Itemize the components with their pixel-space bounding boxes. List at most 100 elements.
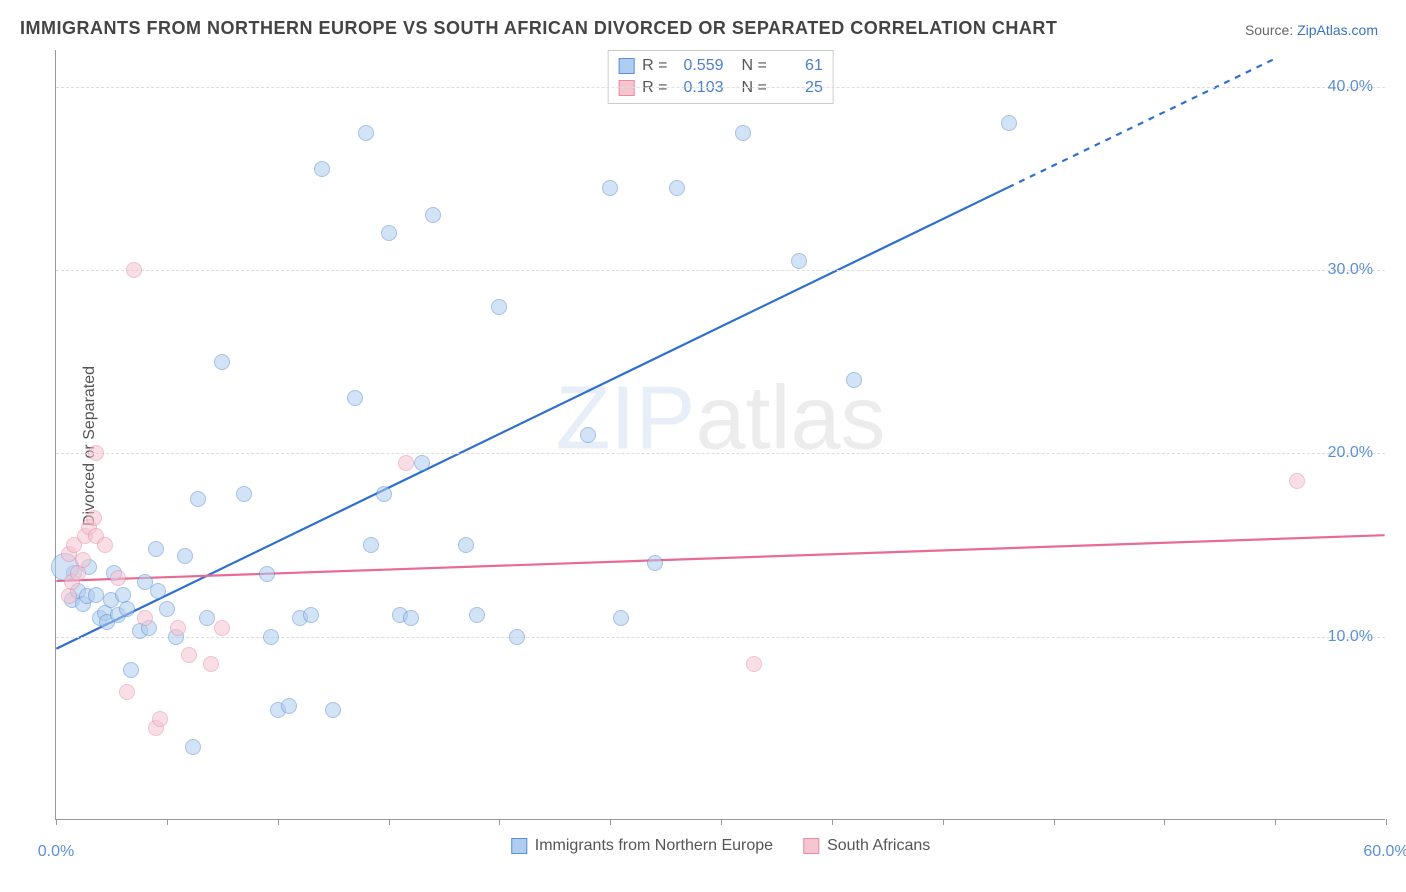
data-point (177, 548, 193, 564)
data-point (61, 588, 77, 604)
trend-line (56, 535, 1384, 581)
data-point (126, 262, 142, 278)
legend-r-label: R = (642, 55, 667, 77)
data-point (602, 180, 618, 196)
legend-swatch (511, 838, 527, 854)
data-point (137, 610, 153, 626)
legend-n-label: N = (742, 77, 767, 99)
legend-correlation-row: R = 0.559 N = 61 (618, 55, 823, 77)
data-point (647, 555, 663, 571)
data-point (119, 601, 135, 617)
data-point (509, 629, 525, 645)
data-point (325, 702, 341, 718)
source-prefix: Source: (1245, 22, 1297, 38)
data-point (199, 610, 215, 626)
source-link[interactable]: ZipAtlas.com (1297, 22, 1378, 38)
data-point (263, 629, 279, 645)
gridline (56, 270, 1385, 271)
data-point (214, 620, 230, 636)
data-point (398, 455, 414, 471)
plot-area: ZIPatlas R =0.559N =61R =0.103N =25 Immi… (55, 50, 1385, 820)
data-point (469, 607, 485, 623)
data-point (1001, 115, 1017, 131)
data-point (181, 647, 197, 663)
data-point (190, 491, 206, 507)
x-tick (721, 819, 722, 825)
x-tick (1164, 819, 1165, 825)
data-point (150, 583, 166, 599)
data-point (381, 225, 397, 241)
data-point (669, 180, 685, 196)
legend-series-label: Immigrants from Northern Europe (535, 837, 773, 855)
data-point (314, 161, 330, 177)
source-attribution: Source: ZipAtlas.com (1245, 22, 1378, 38)
data-point (148, 541, 164, 557)
data-point (259, 566, 275, 582)
data-point (458, 537, 474, 553)
chart-title: IMMIGRANTS FROM NORTHERN EUROPE VS SOUTH… (20, 18, 1057, 39)
data-point (236, 486, 252, 502)
legend-r-label: R = (642, 77, 667, 99)
legend-series: Immigrants from Northern Europe South Afr… (511, 837, 930, 855)
data-point (425, 207, 441, 223)
y-tick-label: 30.0% (1328, 261, 1373, 279)
data-point (491, 299, 507, 315)
legend-r-value: 0.103 (676, 77, 724, 99)
data-point (119, 684, 135, 700)
x-tick-label: 60.0% (1363, 843, 1406, 861)
x-tick (610, 819, 611, 825)
data-point (110, 570, 126, 586)
data-point (75, 552, 91, 568)
legend-correlation-row: R = 0.103 N = 25 (618, 77, 823, 99)
x-tick (832, 819, 833, 825)
legend-series-item: South Africans (803, 837, 930, 855)
gridline (56, 637, 1385, 638)
data-point (97, 537, 113, 553)
data-point (303, 607, 319, 623)
y-tick-label: 10.0% (1328, 628, 1373, 646)
legend-swatch (618, 80, 634, 96)
legend-series-item: Immigrants from Northern Europe (511, 837, 773, 855)
x-tick-label: 0.0% (38, 843, 74, 861)
data-point (88, 587, 104, 603)
legend-correlation-box: R = 0.559 N = 61 R = 0.103 N = 25 (607, 50, 834, 104)
trend-lines-layer (56, 50, 1385, 819)
legend-n-value: 25 (775, 77, 823, 99)
data-point (613, 610, 629, 626)
data-point (159, 601, 175, 617)
legend-swatch (618, 58, 634, 74)
legend-n-label: N = (742, 55, 767, 77)
data-point (414, 455, 430, 471)
data-point (376, 486, 392, 502)
data-point (214, 354, 230, 370)
watermark: ZIPatlas (555, 368, 885, 471)
data-point (363, 537, 379, 553)
gridline (56, 453, 1385, 454)
x-tick (56, 819, 57, 825)
x-tick (167, 819, 168, 825)
data-point (735, 125, 751, 141)
data-point (791, 253, 807, 269)
legend-series-label: South Africans (827, 837, 930, 855)
x-tick (389, 819, 390, 825)
trend-line-extension (1008, 59, 1274, 187)
legend-swatch (803, 838, 819, 854)
legend-n-value: 61 (775, 55, 823, 77)
legend-r-value: 0.559 (676, 55, 724, 77)
gridline (56, 87, 1385, 88)
data-point (1289, 473, 1305, 489)
data-point (746, 656, 762, 672)
x-tick (499, 819, 500, 825)
x-tick (278, 819, 279, 825)
x-tick (943, 819, 944, 825)
x-tick (1386, 819, 1387, 825)
data-point (403, 610, 419, 626)
data-point (86, 510, 102, 526)
y-tick-label: 40.0% (1328, 78, 1373, 96)
data-point (123, 662, 139, 678)
trend-line (56, 187, 1008, 648)
data-point (185, 739, 201, 755)
x-tick (1054, 819, 1055, 825)
data-point (347, 390, 363, 406)
data-point (580, 427, 596, 443)
